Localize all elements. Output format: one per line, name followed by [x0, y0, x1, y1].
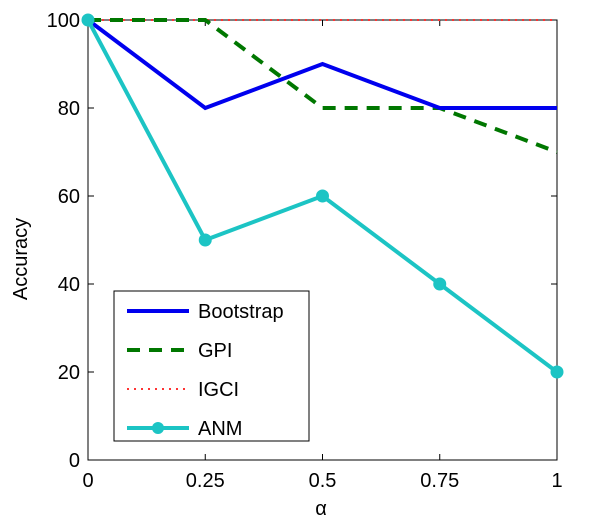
- legend-box: [113, 290, 310, 442]
- series-layer: [81, 13, 564, 379]
- legend-marker-anm: [152, 422, 164, 434]
- y-tick-label: 40: [58, 274, 80, 296]
- y-tick-label: 20: [58, 362, 80, 384]
- legend-label-gpi: GPI: [198, 340, 232, 362]
- data-point-anm: [81, 13, 95, 27]
- data-point-anm: [198, 233, 212, 247]
- x-axis-title: α: [315, 498, 327, 520]
- x-tick-label: 0.75: [420, 470, 459, 492]
- y-tick-label: 60: [58, 186, 80, 208]
- x-tick-label: 1: [551, 470, 562, 492]
- series-line-gpi: [88, 18, 558, 154]
- legend-label-bootstrap: Bootstrap: [198, 301, 284, 323]
- legend-label-igci: IGCI: [198, 379, 239, 401]
- y-tick-label: 0: [69, 450, 80, 472]
- series-line-bootstrap: [86, 18, 557, 111]
- axis-ticks: 0 0.25 0.5 0.75 1 0 20 40 60 80 100: [47, 10, 563, 492]
- data-point-anm: [316, 189, 329, 203]
- y-tick-label: 100: [47, 10, 80, 32]
- x-tick-label: 0: [82, 470, 93, 492]
- y-tick-label: 80: [58, 98, 80, 120]
- data-point-anm: [550, 365, 564, 379]
- legend-label-anm: ANM: [198, 418, 242, 440]
- legend: Bootstrap GPI IGCI ANM: [113, 290, 310, 442]
- data-point-anm: [433, 277, 447, 291]
- x-tick-label: 0.5: [309, 470, 337, 492]
- y-axis-title: Accuracy: [10, 218, 32, 300]
- x-tick-label: 0.25: [186, 470, 225, 492]
